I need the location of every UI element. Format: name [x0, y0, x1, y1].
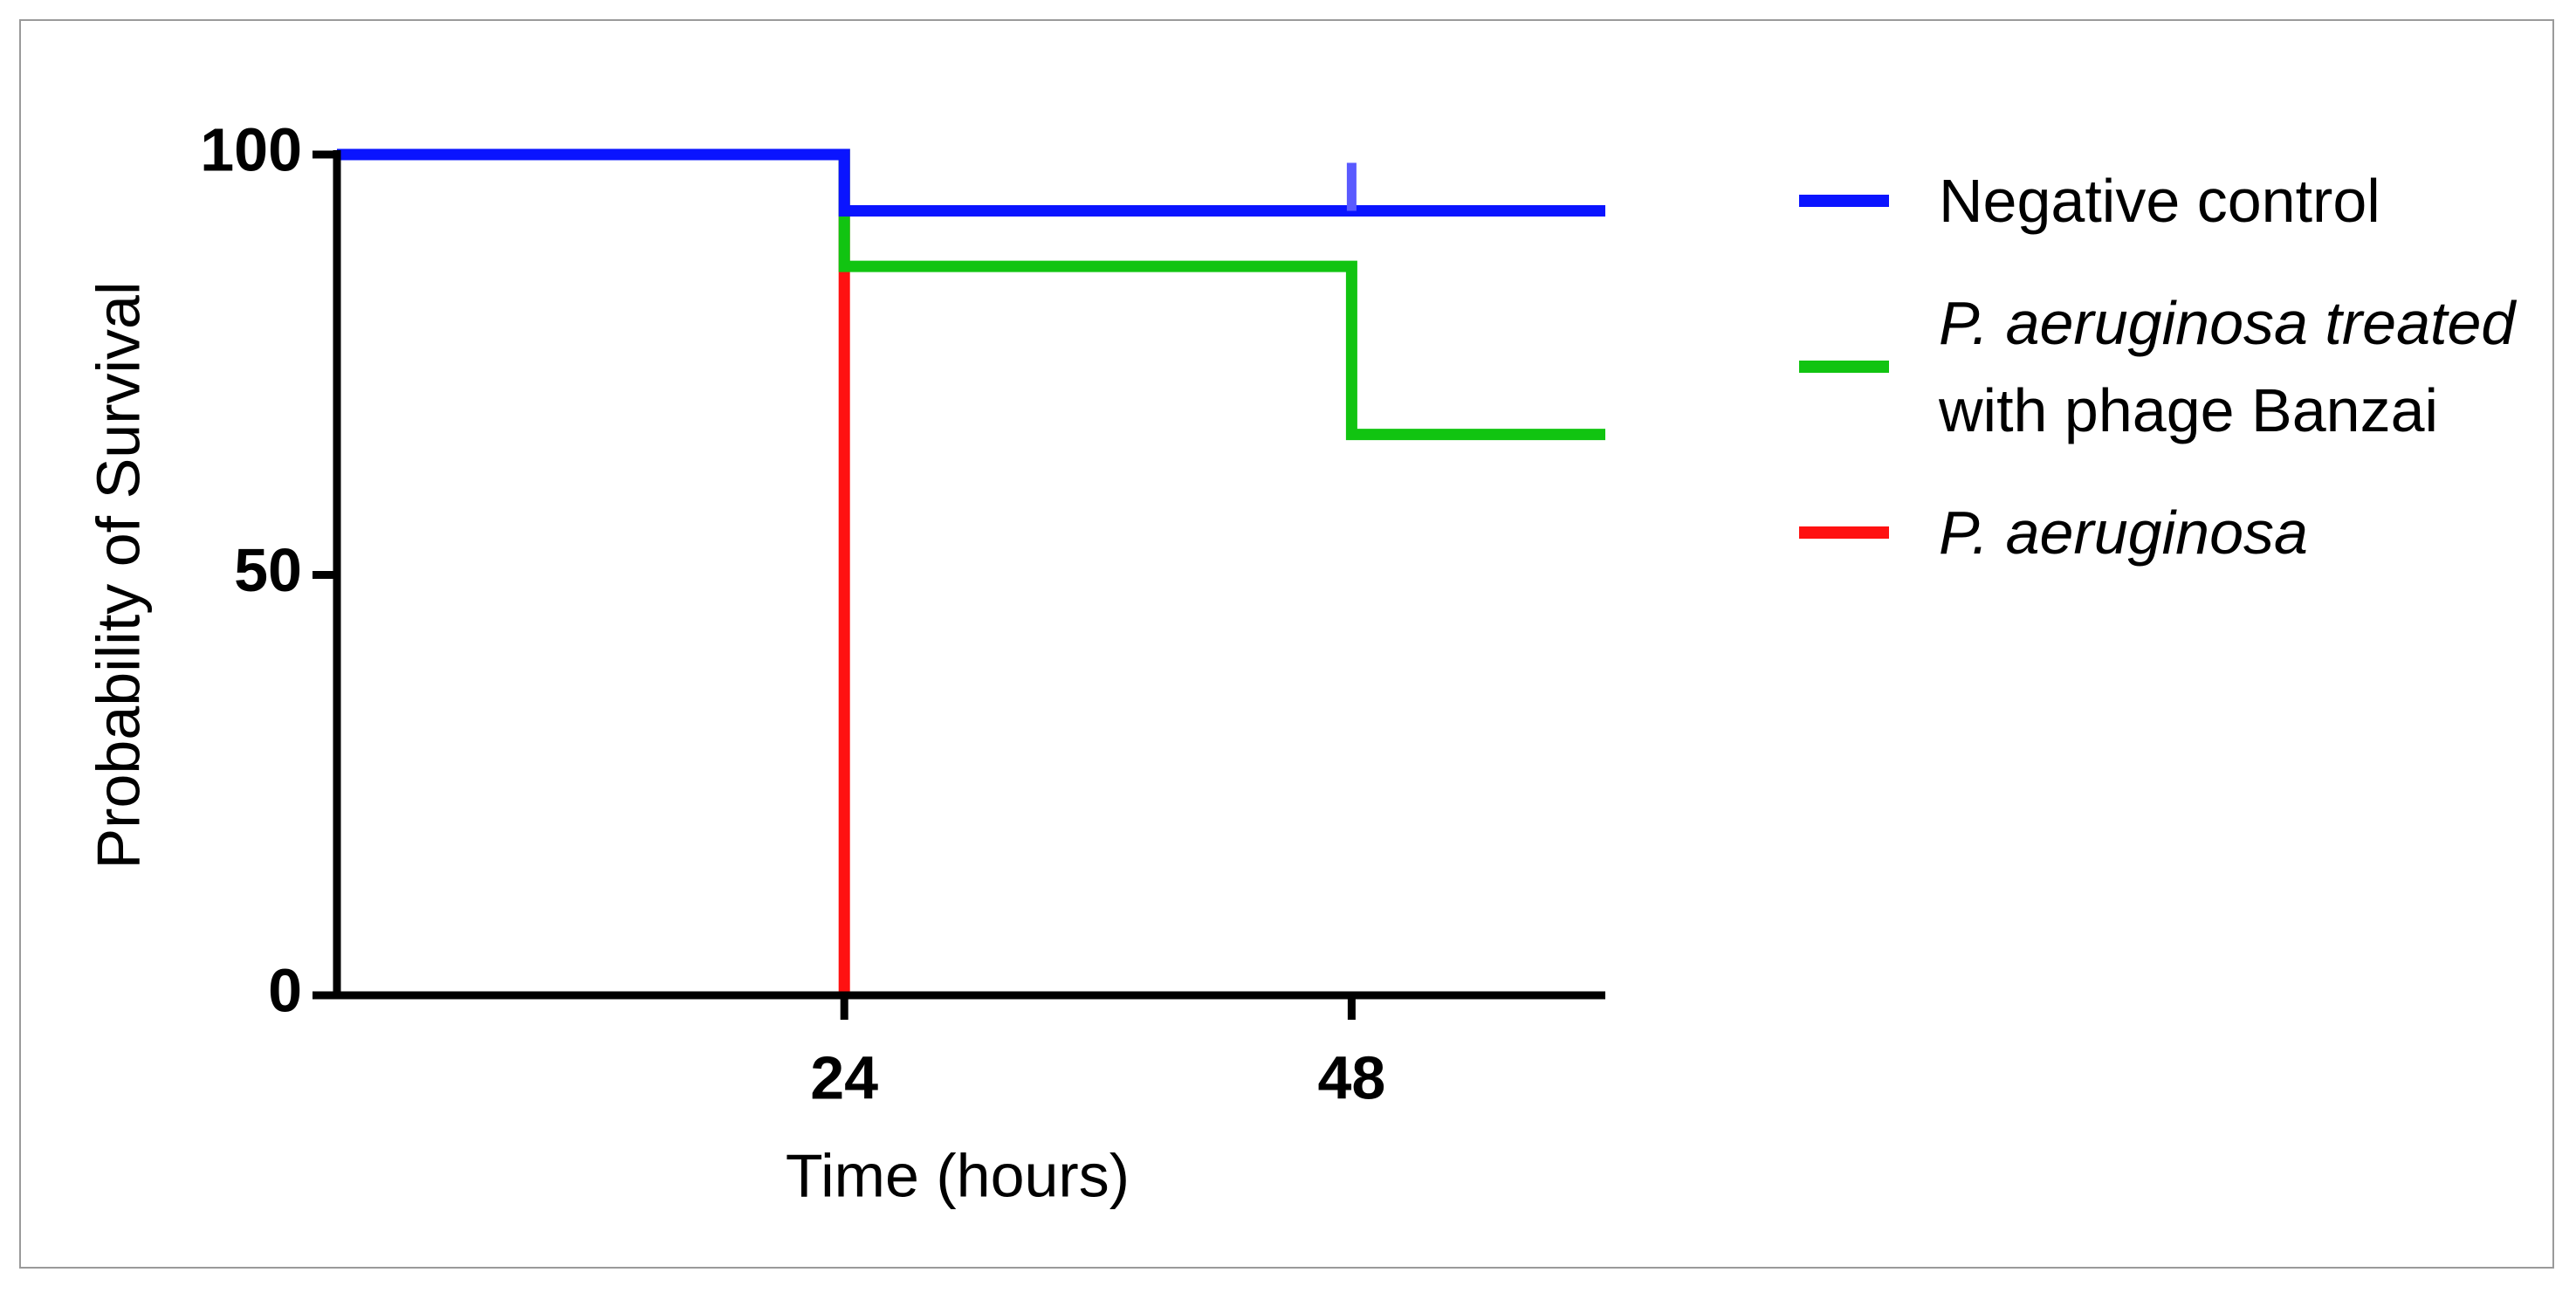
y-tick-label: 50: [234, 536, 302, 604]
legend-swatch: [1799, 195, 1889, 207]
y-axis-title: Probability of Survival: [84, 281, 152, 869]
survival-line: [337, 148, 1605, 441]
survival-line: [337, 148, 850, 995]
x-tick-label: 48: [1317, 1043, 1385, 1111]
x-axis-title: Time (hours): [786, 1141, 1130, 1209]
y-tick-label: 0: [268, 956, 302, 1024]
frame: [19, 19, 2554, 1269]
legend-label: P. aeruginosa treated with phage Banzai: [1939, 289, 2516, 444]
legend-swatch: [1799, 526, 1889, 539]
legend: Negative control P. aeruginosa treated wi…: [1799, 157, 2532, 611]
y-tick-label: 100: [200, 115, 302, 183]
x-tick-label: 24: [810, 1043, 878, 1111]
survival-line: [337, 148, 1605, 217]
legend-label: Negative control: [1939, 167, 2380, 235]
legend-item: P. aeruginosa: [1799, 489, 2532, 576]
legend-label: P. aeruginosa: [1939, 499, 2308, 567]
legend-item: Negative control: [1799, 157, 2532, 244]
legend-swatch: [1799, 361, 1889, 373]
legend-item: P. aeruginosa treated with phage Banzai: [1799, 279, 2532, 454]
